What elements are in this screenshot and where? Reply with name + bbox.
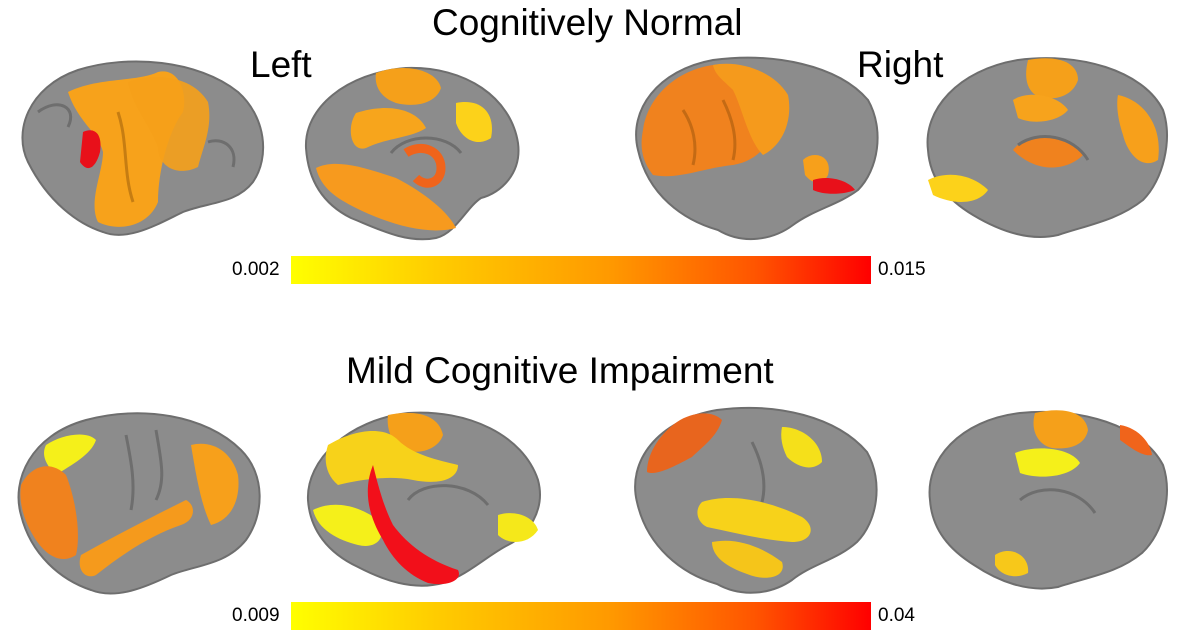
brain-bottom-left-medial: [306, 411, 541, 587]
brain-top-right-medial: [926, 57, 1168, 239]
bottom-panel-title: Mild Cognitive Impairment: [346, 350, 774, 391]
bottom-colorbar-max-label: 0.04: [878, 605, 915, 626]
top-colorbar: [291, 256, 871, 284]
top-panel-title: Cognitively Normal: [432, 2, 743, 43]
brain-bottom-right-lateral: [634, 406, 878, 594]
top-colorbar-max-label: 0.015: [878, 259, 926, 280]
brain-bottom-right-medial: [928, 410, 1168, 590]
top-colorbar-min-label: 0.002: [232, 259, 280, 280]
brain-bottom-left-lateral: [17, 412, 261, 595]
brain-top-left-lateral: [21, 60, 265, 236]
brain-top-right-lateral: [635, 56, 879, 241]
right-hemisphere-label: Right: [857, 44, 944, 85]
brain-top-left-medial: [304, 66, 520, 241]
bottom-colorbar: [291, 602, 871, 630]
left-hemisphere-label: Left: [250, 44, 312, 85]
bottom-colorbar-min-label: 0.009: [232, 605, 280, 626]
